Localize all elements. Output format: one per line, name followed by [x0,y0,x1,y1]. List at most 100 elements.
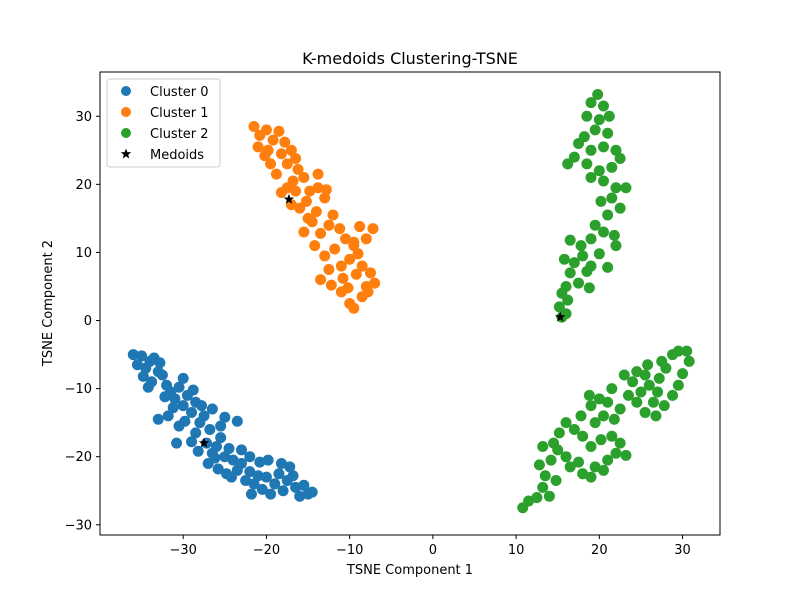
scatter-point-cluster-2 [597,464,609,476]
scatter-point-cluster-1 [364,267,376,279]
scatter-point-cluster-0 [256,483,268,495]
x-tick-label: 20 [591,543,608,558]
scatter-point-cluster-1 [292,163,304,175]
scatter-point-cluster-0 [290,481,302,493]
scatter-point-cluster-2 [639,406,651,418]
scatter-point-cluster-2 [683,355,695,367]
scatter-point-cluster-2 [635,386,647,398]
scatter-point-cluster-2 [577,430,589,442]
scatter-point-cluster-1 [344,253,356,265]
scatter-point-cluster-2 [614,403,626,415]
scatter-point-cluster-2 [610,182,622,194]
scatter-point-cluster-1 [362,286,374,298]
x-tick-label: 0 [429,543,437,558]
medoid-star [554,311,566,322]
scatter-point-cluster-2 [614,437,626,449]
scatter-point-cluster-1 [298,226,310,238]
scatter-point-cluster-0 [186,436,198,448]
scatter-point-cluster-2 [581,110,593,122]
scatter-point-cluster-0 [127,349,139,361]
scatter-point-cluster-0 [131,359,143,371]
scatter-point-cluster-2 [597,410,609,422]
scatter-point-cluster-2 [568,151,580,163]
scatter-point-cluster-2 [533,459,545,471]
scatter-point-cluster-2 [573,456,585,468]
scatter-point-cluster-0 [277,485,289,497]
scatter-point-cluster-2 [642,359,654,371]
scatter-point-cluster-0 [260,471,272,483]
scatter-point-cluster-2 [589,219,601,231]
scatter-point-cluster-0 [235,458,247,470]
scatter-point-cluster-2 [631,396,643,408]
medoid-star [198,437,210,448]
scatter-point-cluster-1 [298,172,310,184]
scatter-point-cluster-2 [602,127,614,139]
plot-area-frame [99,71,721,536]
scatter-point-cluster-1 [275,187,287,199]
legend-label-cluster-0: Cluster 0 [150,85,209,100]
scatter-point-cluster-2 [639,369,651,381]
scatter-point-cluster-0 [204,423,216,435]
scatter-point-cluster-2 [585,440,597,452]
scatter-point-cluster-2 [608,229,620,241]
scatter-point-cluster-1 [323,219,335,231]
scatter-point-cluster-1 [348,236,360,248]
scatter-point-cluster-2 [568,257,580,269]
legend-label-cluster-1: Cluster 1 [150,106,209,121]
scatter-point-cluster-1 [352,248,364,260]
scatter-point-cluster-0 [265,488,277,500]
scatter-point-cluster-0 [177,372,189,384]
scatter-point-cluster-0 [186,406,198,418]
y-tick-label: 30 [75,110,92,125]
scatter-point-cluster-1 [319,250,331,262]
scatter-point-cluster-0 [142,381,154,393]
scatter-point-cluster-2 [622,389,634,401]
scatter-point-cluster-1 [369,277,381,289]
scatter-point-cluster-1 [360,233,372,245]
scatter-point-cluster-0 [192,445,204,457]
y-axis-ticks: −30 −20 −10 0 10 20 30 [65,110,100,533]
scatter-point-cluster-2 [585,471,597,483]
x-tick-label: 30 [674,543,691,558]
scatter-point-cluster-2 [545,454,557,466]
scatter-point-cluster-1 [265,158,277,170]
legend-marker-cluster-0 [121,86,131,96]
scatter-point-cluster-2 [589,124,601,136]
scatter-point-cluster-2 [560,417,572,429]
scatter-point-cluster-2 [627,376,639,388]
scatter-point-cluster-1 [348,302,360,314]
scatter-point-cluster-1 [367,223,379,235]
scatter-point-cluster-1 [300,195,312,207]
scatter-point-cluster-2 [606,430,618,442]
scatter-point-cluster-1 [354,221,366,233]
scatter-point-cluster-0 [245,488,257,500]
scatter-point-cluster-0 [159,391,171,403]
scatter-point-cluster-1 [294,202,306,214]
legend-box [106,78,221,168]
scatter-point-cluster-0 [152,413,164,425]
scatter-point-cluster-1 [327,209,339,221]
scatter-point-cluster-2 [647,396,659,408]
scatter-point-cluster-1 [323,263,335,275]
scatter-point-cluster-0 [269,478,281,490]
scatter-point-cluster-2 [658,400,670,412]
legend-marker-cluster-1 [121,107,131,117]
scatter-point-cluster-2 [593,114,605,126]
scatter-point-cluster-1 [252,141,264,153]
scatter-point-cluster-0 [206,403,218,415]
scatter-point-cluster-2 [650,410,662,422]
scatter-point-cluster-1 [248,120,260,132]
scatter-point-cluster-1 [309,240,321,252]
scatter-point-cluster-1 [310,206,322,218]
scatter-point-cluster-2 [672,379,684,391]
scatter-point-cluster-0 [254,456,266,468]
scatter-point-cluster-2 [643,379,655,391]
legend: Cluster 0 Cluster 1 Cluster 2 Medoids [106,78,221,168]
scatter-point-cluster-2 [589,417,601,429]
scatter-point-cluster-1 [342,282,354,294]
scatter-point-cluster-2 [568,423,580,435]
scatter-point-cluster-0 [198,410,210,422]
scatter-point-cluster-0 [212,463,224,475]
scatter-point-cluster-1 [325,279,337,291]
x-axis-ticks: −30 −20 −10 0 10 20 30 [170,535,691,558]
